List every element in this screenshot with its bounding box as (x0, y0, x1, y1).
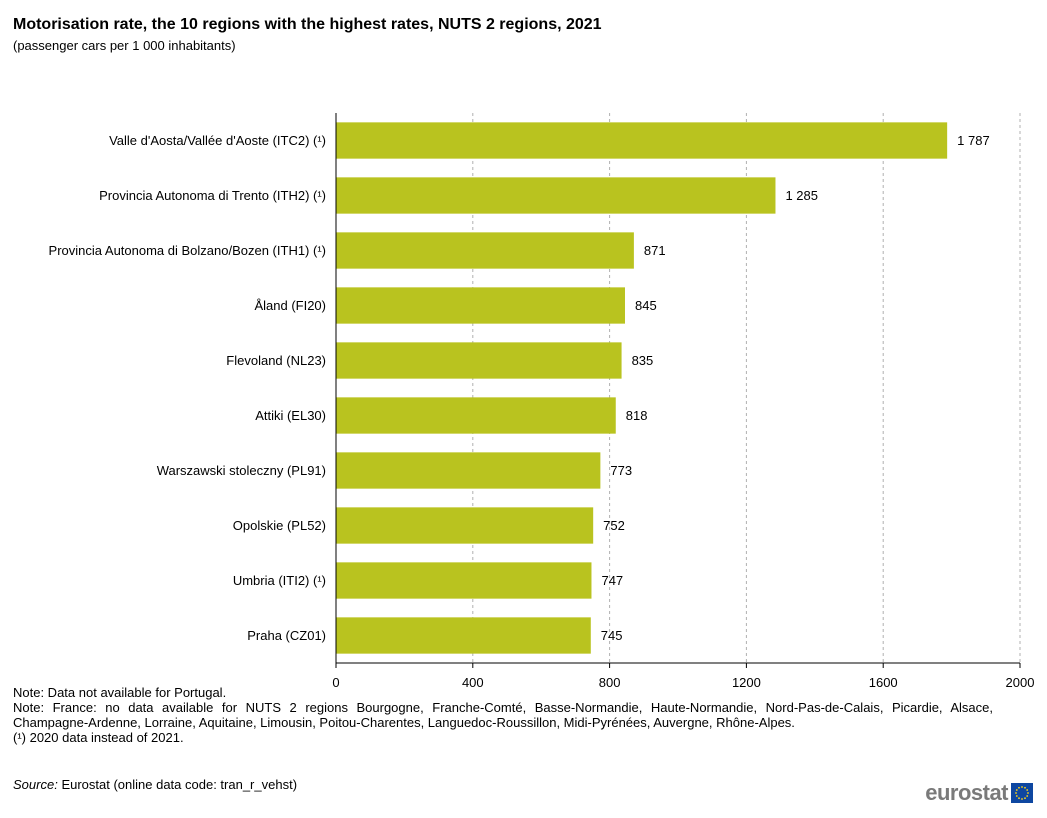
flag-star (1026, 795, 1029, 797)
value-label: 818 (626, 408, 648, 423)
flag-star (1015, 789, 1018, 791)
bar (336, 287, 625, 324)
value-label: 835 (632, 353, 654, 368)
chart-subtitle: (passenger cars per 1 000 inhabitants) (13, 38, 236, 53)
eu-flag-icon (1011, 783, 1033, 803)
flag-star (1026, 789, 1029, 791)
flag-star (1021, 786, 1023, 788)
flag-star (1024, 797, 1026, 800)
value-label: 747 (601, 573, 623, 588)
value-label: 745 (601, 628, 623, 643)
category-label: Warszawski stoleczny (PL91) (157, 463, 326, 478)
flag-star (1027, 792, 1029, 794)
bar-chart: Valle d'Aosta/Vallée d'Aoste (ITC2) (¹) 1… (49, 113, 1035, 690)
bar (336, 507, 594, 544)
source-line: Source: Eurostat (online data code: tran… (13, 777, 297, 792)
category-label: Provincia Autonoma di Trento (ITH2) (¹) (99, 188, 326, 203)
flag-star (1018, 786, 1020, 789)
category-label: Valle d'Aosta/Vallée d'Aoste (ITC2) (¹) (109, 133, 326, 148)
category-label: Flevoland (NL23) (226, 353, 326, 368)
bar (336, 177, 776, 214)
bar (336, 397, 616, 434)
bar (336, 232, 634, 269)
flag-star (1024, 786, 1026, 789)
value-label: 752 (603, 518, 625, 533)
note-footnote: (¹) 2020 data instead of 2021. (13, 730, 184, 745)
bar (336, 452, 601, 489)
category-label: Attiki (EL30) (255, 408, 326, 423)
flag-star (1015, 792, 1017, 794)
x-tick-label: 800 (599, 675, 621, 690)
notes: Note: Data not available for Portugal. N… (13, 685, 993, 745)
x-tick-label: 400 (462, 675, 484, 690)
flag-star (1018, 797, 1020, 800)
note-portugal: Note: Data not available for Portugal. (13, 685, 227, 700)
bar (336, 617, 591, 654)
x-tick-label: 0 (332, 675, 339, 690)
flag-star (1021, 798, 1023, 800)
logo-text: eurostat (925, 780, 1008, 805)
source-text: Eurostat (online data code: tran_r_vehst… (61, 777, 298, 792)
note-france: Note: France: no data available for NUTS… (13, 700, 993, 730)
value-label: 1 285 (785, 188, 818, 203)
chart-title: Motorisation rate, the 10 regions with t… (13, 16, 602, 33)
value-label: 1 787 (957, 133, 990, 148)
value-label: 871 (644, 243, 666, 258)
value-label: 773 (610, 463, 632, 478)
bar (336, 562, 592, 599)
x-tick-label: 1200 (732, 675, 761, 690)
category-label: Åland (FI20) (254, 298, 326, 313)
category-label: Praha (CZ01) (247, 628, 326, 643)
bar (336, 122, 948, 159)
eurostat-logo: eurostat (925, 780, 1033, 806)
x-tick-label: 1600 (869, 675, 898, 690)
category-label: Opolskie (PL52) (233, 518, 326, 533)
source-label: Source: (13, 777, 58, 792)
value-label: 845 (635, 298, 657, 313)
category-label: Provincia Autonoma di Bolzano/Bozen (ITH… (49, 243, 326, 258)
bar (336, 342, 622, 379)
category-label: Umbria (ITI2) (¹) (233, 573, 326, 588)
flag-star (1015, 795, 1018, 797)
x-tick-label: 2000 (1006, 675, 1035, 690)
